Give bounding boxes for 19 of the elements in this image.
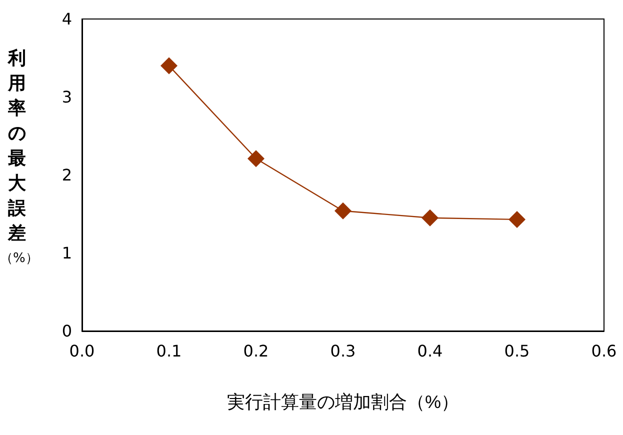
point [334,202,352,220]
x-tick-label: 0.1 [156,342,182,360]
text: 利用率の最大誤差（%） [0,48,38,266]
point [160,57,178,74]
point [508,210,526,228]
y-tick-label: 1 [62,244,72,262]
x-tick-label: 0.4 [417,342,443,360]
x-axis-title: 実行計算量の増加割合（%） [226,392,460,412]
y-tick-label: 2 [62,166,72,184]
text: 0.0 [69,342,95,360]
x-tick-label: 0.3 [330,342,356,360]
x-tick-label: 0.5 [504,342,530,360]
y-tick-label: 3 [62,88,72,106]
x-tick-label: 0.6 [591,342,617,360]
x-tick-label: 0.2 [243,342,269,360]
point [422,209,438,226]
y-tick-label: 4 [62,10,72,28]
y-tick-label: 0 [62,322,72,340]
point [248,150,264,168]
